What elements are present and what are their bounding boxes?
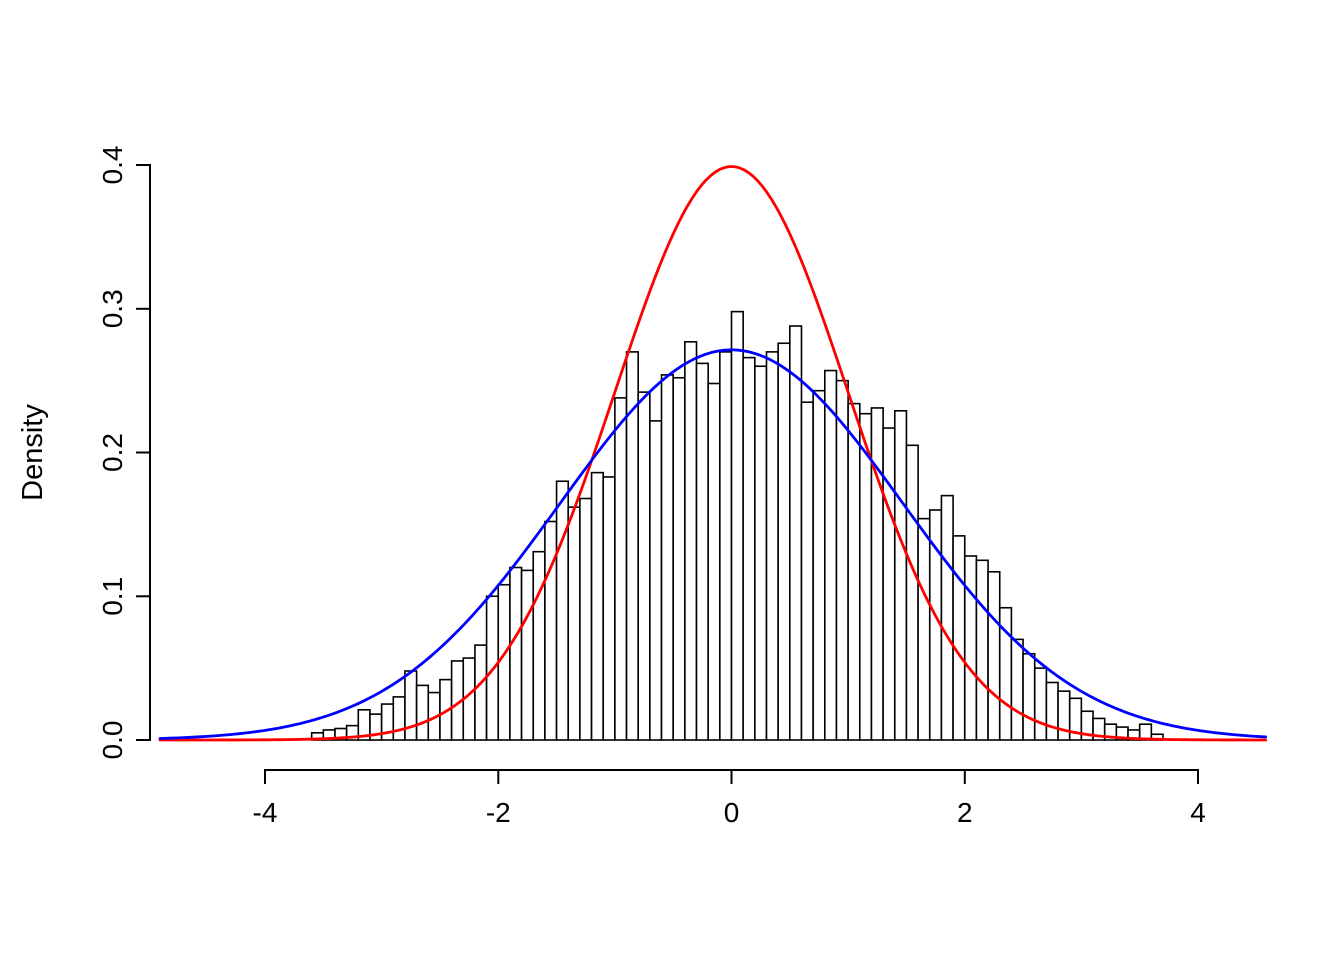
histogram-bar <box>544 520 558 741</box>
y-tick-label: 0.3 <box>97 289 128 328</box>
histogram-bar <box>893 410 908 741</box>
histogram-bar <box>1022 652 1036 741</box>
histogram-bar <box>975 559 989 741</box>
histogram-bar <box>684 341 698 741</box>
histogram-bar <box>882 427 896 741</box>
histogram-bar <box>858 412 873 741</box>
histogram-bar <box>940 494 954 741</box>
histogram-bar <box>754 365 768 741</box>
histogram-bar <box>579 497 593 741</box>
histogram-bar <box>963 555 978 741</box>
histogram-bar <box>823 369 838 741</box>
histogram-bar <box>742 356 756 741</box>
histogram-bar <box>649 420 663 741</box>
histogram-bar <box>1010 638 1024 741</box>
histogram-bar <box>707 382 721 741</box>
histogram-bar <box>917 517 931 741</box>
histogram-bar <box>614 397 628 741</box>
histogram-bar <box>532 550 546 741</box>
x-tick-label: 2 <box>957 797 973 828</box>
histogram-bar <box>905 444 919 741</box>
axes-layer: -4 -2 0 2 4 0.0 0.1 0.2 0.3 0.4 Density <box>17 146 1206 828</box>
histogram-bar <box>1057 690 1071 741</box>
wide-normal-curve <box>158 348 1268 740</box>
histogram-bar <box>730 310 744 741</box>
y-tick-label: 0.4 <box>97 146 128 185</box>
histogram-bar <box>474 644 488 741</box>
histogram-bar <box>1045 681 1059 741</box>
histogram-bar <box>1033 667 1048 741</box>
y-tick-label: 0.2 <box>97 433 128 472</box>
histogram-bar <box>520 569 535 741</box>
x-tick-label: 0 <box>724 797 740 828</box>
histogram-bar <box>847 402 861 741</box>
y-tick-label: 0.1 <box>97 577 128 616</box>
histogram-bar <box>392 696 406 741</box>
histogram-bar <box>777 342 791 741</box>
histogram-bar <box>637 391 651 741</box>
histogram-bar <box>987 571 1001 741</box>
y-axis-title: Density <box>17 404 49 501</box>
histogram-bar <box>835 379 849 741</box>
histogram-bar <box>800 401 814 741</box>
histogram-bar <box>789 325 803 741</box>
histogram-bar <box>812 389 826 741</box>
x-tick-label: -4 <box>253 797 278 828</box>
histogram-bar <box>765 351 779 741</box>
histogram-bar <box>870 407 884 741</box>
x-tick-label: 4 <box>1190 797 1206 828</box>
histogram-bar <box>952 535 966 741</box>
histogram-bar <box>660 374 674 741</box>
histogram-bar <box>590 471 605 741</box>
histogram-bars-layer <box>310 310 1164 741</box>
histogram-bar <box>567 506 581 741</box>
histogram-bar <box>404 670 418 741</box>
histogram-bar <box>602 476 616 741</box>
histogram-bar <box>415 684 430 741</box>
histogram-bar <box>719 351 733 741</box>
x-tick-label: -2 <box>486 797 511 828</box>
histogram-bar <box>509 566 523 741</box>
histogram-bar <box>695 362 709 741</box>
histogram-bar <box>497 583 511 741</box>
density-curves-layer <box>158 165 1268 742</box>
histogram-bar <box>672 376 686 741</box>
y-tick-label: 0.0 <box>97 721 128 760</box>
standard-normal-curve <box>158 165 1268 742</box>
histogram-bar <box>555 480 570 741</box>
